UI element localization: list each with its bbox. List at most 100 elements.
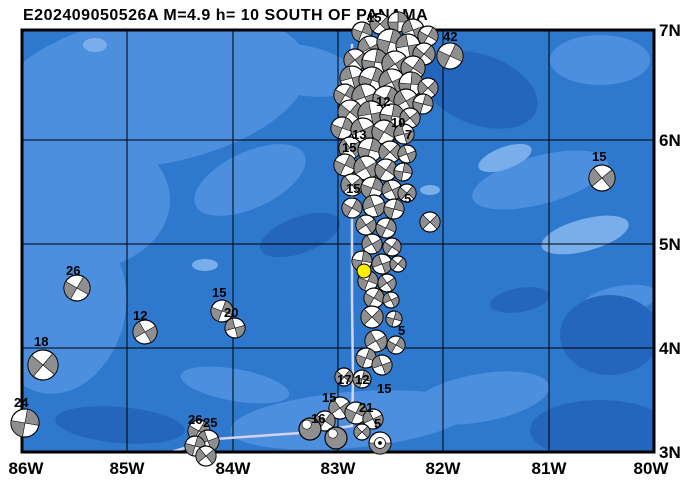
beachball-depth-label: 15 bbox=[322, 390, 336, 405]
beachball-quadrant bbox=[382, 241, 393, 255]
beachball-quadrant bbox=[406, 150, 417, 163]
beachball-quadrant bbox=[449, 43, 464, 62]
beachball-depth-label: 5 bbox=[374, 416, 381, 431]
beachball bbox=[184, 435, 206, 457]
beachball-depth-label: 15 bbox=[342, 140, 356, 155]
beachball-quadrant bbox=[334, 370, 345, 385]
beachball bbox=[10, 408, 40, 438]
x-axis-label: 83W bbox=[321, 459, 357, 478]
beachball bbox=[330, 116, 354, 140]
beachball-quadrant bbox=[224, 317, 236, 331]
beachball-quadrant bbox=[386, 340, 397, 354]
beachball bbox=[385, 310, 403, 328]
beachball bbox=[361, 233, 383, 255]
beachball-quadrant bbox=[330, 123, 343, 139]
beachball-depth-label: 26 bbox=[66, 263, 80, 278]
beachball bbox=[393, 123, 415, 145]
beachball-quadrant bbox=[361, 425, 371, 439]
beachball-quadrant bbox=[144, 325, 158, 343]
beachball-depth-label: 5 bbox=[398, 323, 405, 338]
beachball-quadrant bbox=[397, 145, 408, 158]
event-epicenter-marker bbox=[356, 263, 372, 279]
bathymetry-patch bbox=[192, 259, 218, 271]
beachball-quadrant bbox=[344, 407, 357, 424]
beachball-quadrant bbox=[357, 277, 369, 291]
beachball bbox=[382, 291, 400, 309]
beachball bbox=[195, 445, 217, 467]
beachball bbox=[386, 335, 406, 355]
beachball-quadrant bbox=[393, 198, 405, 212]
beachball-depth-label: 42 bbox=[443, 29, 457, 44]
beachball-quadrant bbox=[27, 354, 44, 377]
bathymetry-patch bbox=[550, 35, 650, 85]
beachball-quadrant bbox=[381, 180, 393, 195]
beachball-quadrant bbox=[419, 214, 431, 230]
beachball bbox=[364, 329, 388, 353]
beachball-quadrant bbox=[386, 277, 397, 291]
beachball-quadrant bbox=[371, 355, 383, 369]
beachball-quadrant bbox=[362, 195, 375, 211]
map-frame bbox=[20, 28, 656, 454]
beachball-depth-label: 16 bbox=[311, 411, 325, 426]
y-axis-label: 3N bbox=[659, 443, 681, 462]
bathymetry-patch bbox=[22, 226, 127, 394]
beachball bbox=[417, 77, 439, 99]
bathymetry-patch bbox=[478, 143, 532, 173]
beachball-quadrant bbox=[234, 325, 246, 339]
bathymetry-patch bbox=[472, 150, 608, 210]
beachball bbox=[588, 164, 616, 192]
beachball-quadrant bbox=[397, 186, 408, 201]
x-axis-label: 86W bbox=[9, 459, 45, 478]
x-axis-label: 81W bbox=[532, 459, 568, 478]
beachball-quadrant bbox=[132, 321, 146, 339]
bathymetry-patch bbox=[240, 43, 360, 97]
bathymetry-patch bbox=[490, 287, 550, 313]
beachball-quadrant bbox=[393, 123, 405, 137]
x-axis-label: 85W bbox=[110, 459, 146, 478]
beachball bbox=[352, 369, 372, 389]
beachball bbox=[224, 317, 246, 339]
beachball bbox=[383, 198, 405, 220]
beachball-quadrant bbox=[374, 163, 387, 180]
beachball bbox=[397, 183, 417, 203]
beachball-depth-label: 18 bbox=[34, 334, 48, 349]
beachball-quadrant bbox=[427, 26, 439, 42]
beachball-depth-label: 12 bbox=[376, 94, 390, 109]
beachball-quadrant bbox=[352, 376, 363, 389]
beachball bbox=[368, 431, 392, 455]
beachball bbox=[340, 173, 364, 197]
beachball-quadrant bbox=[588, 167, 603, 187]
bathymetry-patch bbox=[420, 185, 440, 195]
beachball-center-dot bbox=[378, 441, 382, 445]
map-title: E202409050526A M=4.9 h= 10 SOUTH OF PANA… bbox=[23, 7, 428, 24]
beachball-depth-label: 15 bbox=[346, 181, 360, 196]
beachball-quadrant bbox=[371, 254, 383, 268]
beachball bbox=[382, 237, 402, 257]
beachball-quadrant bbox=[427, 80, 439, 96]
beachball-quadrant bbox=[361, 234, 373, 250]
beachball-quadrant bbox=[382, 292, 392, 304]
beachball-quadrant bbox=[436, 50, 451, 69]
beachball-quadrant bbox=[406, 185, 417, 200]
beachball-quadrant bbox=[401, 19, 414, 35]
beachball-quadrant bbox=[371, 238, 383, 254]
beachball-quadrant bbox=[353, 425, 363, 439]
beachball-depth-label: 5 bbox=[404, 191, 411, 206]
x-axis-label: 80W bbox=[634, 459, 670, 478]
beachball-quadrant bbox=[412, 57, 426, 76]
beachball-depth-label: 10 bbox=[391, 115, 405, 130]
beachball-quadrant bbox=[350, 118, 364, 136]
beachball-quadrant bbox=[340, 176, 353, 193]
y-axis-label: 7N bbox=[659, 21, 681, 40]
beachball-quadrant bbox=[351, 28, 363, 42]
beachball-white-patch bbox=[327, 428, 338, 439]
x-axis-label: 82W bbox=[426, 459, 462, 478]
beachball-quadrant bbox=[409, 111, 421, 127]
beachball-depth-label: 20 bbox=[224, 305, 238, 320]
beachball-white-patch bbox=[301, 419, 312, 430]
beachball-quadrant bbox=[63, 281, 78, 300]
bathymetry-patch bbox=[180, 366, 290, 404]
beachball-quadrant bbox=[389, 258, 399, 271]
beachball-quadrant bbox=[351, 198, 363, 214]
